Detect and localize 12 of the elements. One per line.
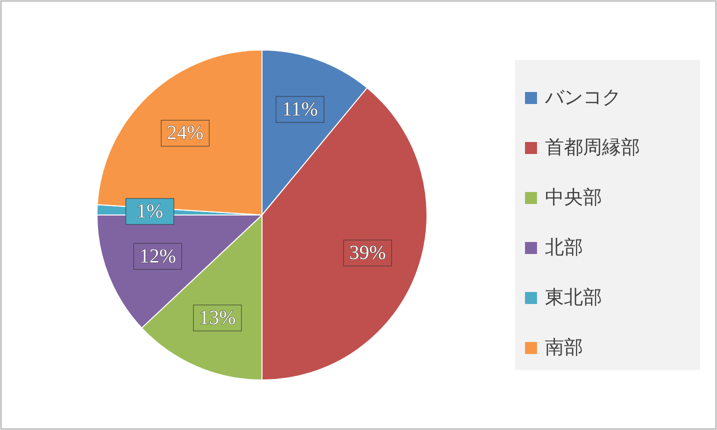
legend-label: 南部 xyxy=(545,336,583,358)
data-label: 24% xyxy=(166,122,204,144)
legend-label: バンコク xyxy=(544,88,621,108)
legend-label: 北部 xyxy=(545,236,583,258)
data-label: 11% xyxy=(282,98,318,120)
data-label: 1% xyxy=(136,200,164,222)
legend-label: 東北部 xyxy=(545,286,602,308)
legend-label: 首都周縁部 xyxy=(545,136,640,158)
data-label: 12% xyxy=(139,245,176,268)
legend-label: 中央部 xyxy=(545,186,602,208)
data-label: 39% xyxy=(349,242,386,264)
data-label: 13% xyxy=(199,306,236,329)
